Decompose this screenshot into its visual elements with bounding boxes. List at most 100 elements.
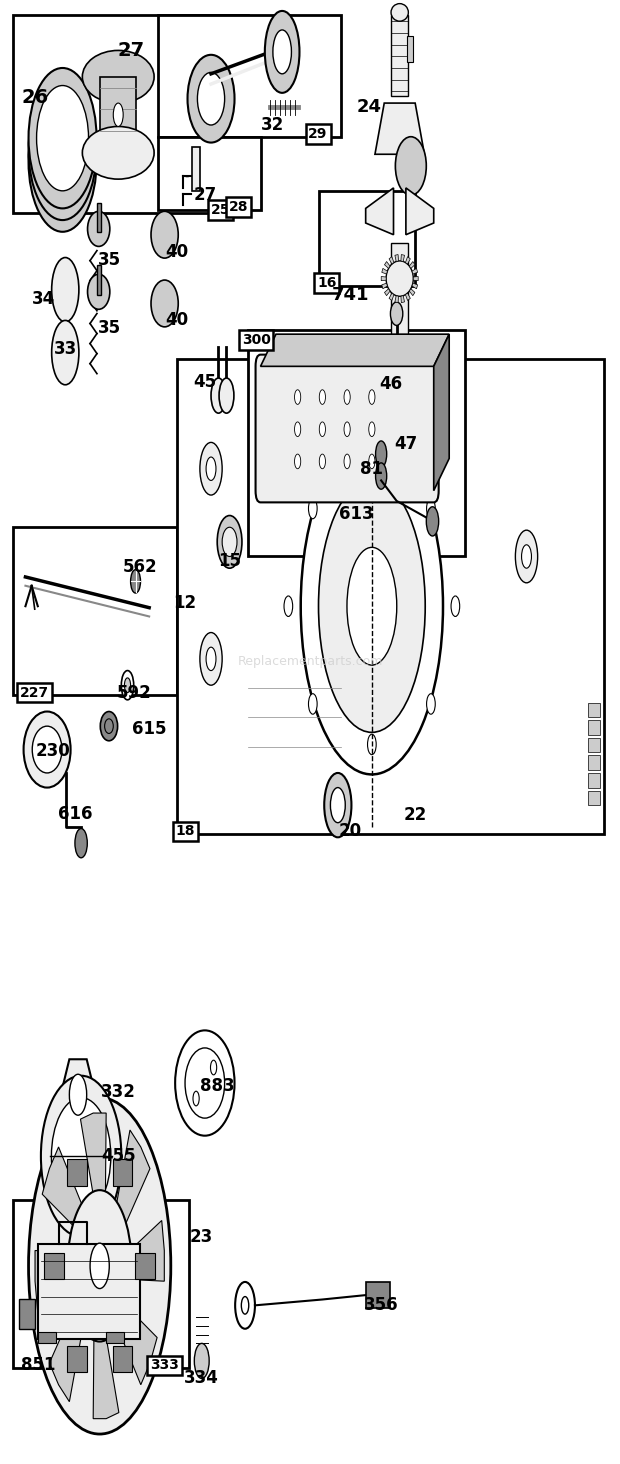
Circle shape [427,694,435,714]
Circle shape [309,498,317,518]
Circle shape [294,389,301,404]
Ellipse shape [175,1031,234,1136]
Bar [588,791,600,805]
Ellipse shape [113,102,123,126]
Polygon shape [382,268,388,274]
Bar [67,1159,87,1186]
Text: 741: 741 [332,285,369,303]
Circle shape [69,1075,87,1116]
Text: 300: 300 [242,332,270,347]
Text: 227: 227 [20,685,49,700]
Text: 333: 333 [150,1359,179,1372]
Text: 32: 32 [261,116,285,135]
Polygon shape [379,375,388,388]
Bar [135,1253,155,1280]
Polygon shape [412,283,418,288]
Polygon shape [405,256,410,264]
Text: 883: 883 [200,1078,234,1095]
Circle shape [29,1098,171,1435]
Bar [366,1282,391,1309]
Bar [67,1345,87,1372]
Ellipse shape [194,1344,209,1379]
Polygon shape [115,1303,157,1385]
Polygon shape [192,378,595,808]
Polygon shape [81,1113,106,1199]
Polygon shape [389,293,394,300]
Polygon shape [418,427,428,439]
Ellipse shape [217,515,242,568]
Ellipse shape [100,712,118,741]
Text: 851: 851 [20,1356,55,1375]
Polygon shape [363,403,373,411]
Text: 40: 40 [166,243,188,261]
Bar [407,35,414,61]
Text: 28: 28 [229,201,249,214]
Text: 455: 455 [101,1148,136,1165]
Text: 29: 29 [308,127,328,141]
Ellipse shape [372,384,422,448]
Circle shape [90,1243,109,1288]
Text: 16: 16 [317,277,337,290]
Bar [100,76,136,152]
Circle shape [200,442,222,495]
Polygon shape [394,448,399,460]
Circle shape [200,632,222,685]
Circle shape [319,454,326,468]
Text: 23: 23 [190,1228,213,1246]
Text: Replacementparts.com: Replacementparts.com [237,656,383,668]
Text: 562: 562 [123,558,157,575]
Polygon shape [363,413,372,420]
Circle shape [369,454,375,468]
Ellipse shape [273,29,291,73]
Polygon shape [410,439,420,452]
Polygon shape [410,379,420,392]
Polygon shape [401,296,404,303]
Ellipse shape [37,85,89,190]
Polygon shape [400,447,407,460]
Polygon shape [50,1303,84,1401]
Circle shape [51,321,79,385]
Text: 615: 615 [132,720,166,738]
Text: 616: 616 [58,805,92,823]
Bar [44,1253,64,1280]
Text: 34: 34 [32,290,56,307]
Ellipse shape [265,10,299,92]
Circle shape [369,389,375,404]
Polygon shape [384,288,390,296]
Circle shape [344,422,350,436]
Bar [159,15,341,136]
Polygon shape [418,394,428,404]
Circle shape [369,422,375,436]
Circle shape [125,678,131,692]
Circle shape [235,1282,255,1329]
Polygon shape [389,256,394,264]
Circle shape [347,548,397,665]
Bar [106,1332,125,1344]
Ellipse shape [37,108,89,214]
Polygon shape [381,277,386,281]
Polygon shape [420,403,430,411]
Circle shape [294,422,301,436]
Ellipse shape [105,719,113,733]
Polygon shape [42,1146,84,1228]
Circle shape [319,422,326,436]
Bar [588,773,600,788]
Text: 12: 12 [174,594,197,612]
Circle shape [219,378,234,413]
Polygon shape [394,372,399,384]
Circle shape [330,788,345,823]
Bar [113,1159,133,1186]
Polygon shape [415,385,425,398]
Polygon shape [115,1130,150,1228]
Circle shape [241,1297,249,1315]
Circle shape [344,389,350,404]
Text: 613: 613 [339,505,374,523]
Polygon shape [409,288,415,296]
Ellipse shape [151,211,178,258]
Circle shape [68,1190,131,1341]
Circle shape [319,480,425,732]
Text: 356: 356 [364,1296,399,1315]
Text: 46: 46 [379,375,402,392]
Polygon shape [379,444,388,457]
Ellipse shape [51,1098,111,1215]
